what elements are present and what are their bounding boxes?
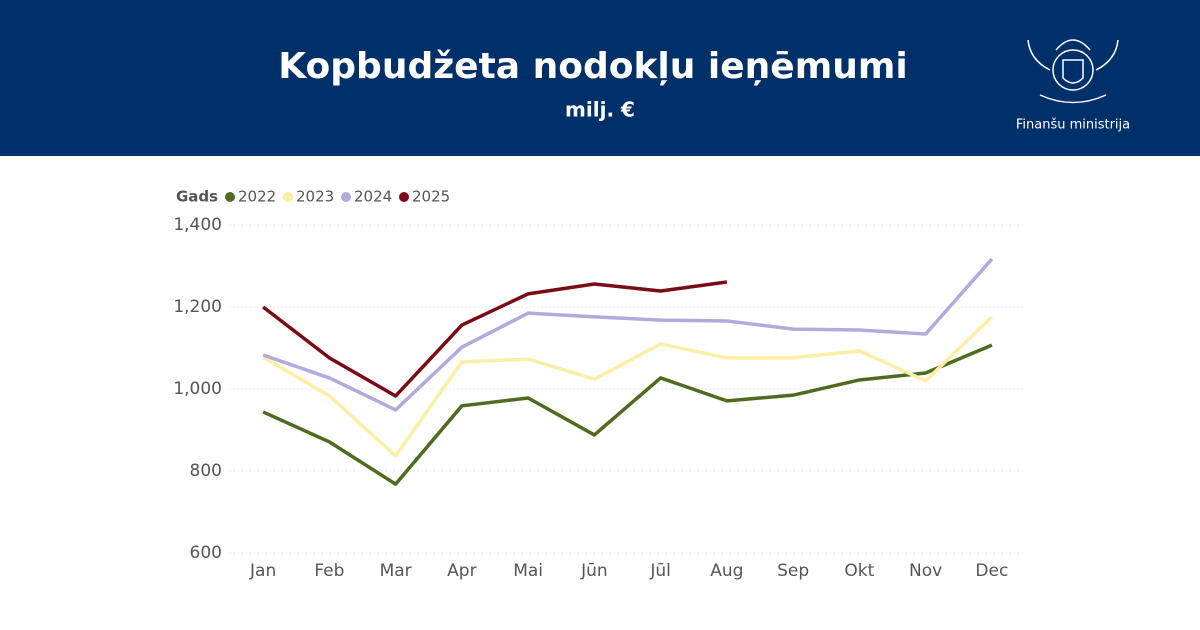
x-tick-label: Aug bbox=[710, 561, 743, 581]
series-line bbox=[262, 343, 993, 486]
legend-marker bbox=[225, 192, 235, 202]
chart-subtitle: milj. € bbox=[565, 98, 635, 122]
x-tick-label: Apr bbox=[447, 561, 476, 581]
series-line bbox=[262, 280, 728, 398]
y-tick-label: 1,200 bbox=[173, 297, 222, 317]
legend-marker bbox=[399, 192, 409, 202]
x-tick-label: Okt bbox=[844, 561, 874, 581]
x-tick-label: Mar bbox=[380, 561, 412, 581]
y-tick-label: 600 bbox=[190, 543, 222, 563]
legend-label: 2022 bbox=[238, 188, 276, 206]
y-tick-label: 1,400 bbox=[173, 215, 222, 235]
x-tick-label: Jūn bbox=[580, 561, 608, 581]
legend-marker bbox=[341, 192, 351, 202]
legend-label: 2024 bbox=[354, 188, 392, 206]
legend-marker bbox=[283, 192, 293, 202]
header bbox=[0, 0, 1200, 156]
series-line bbox=[262, 315, 994, 458]
legend-title: Gads bbox=[176, 188, 218, 206]
chart-title: Kopbudžeta nodokļu ieņēmumi bbox=[278, 46, 907, 87]
organization: Finanšu ministrija bbox=[1016, 118, 1130, 133]
x-tick-label: Nov bbox=[909, 561, 942, 581]
emblem bbox=[1027, 39, 1119, 104]
x-tick-label: Jūl bbox=[649, 561, 671, 581]
x-tick-label: Jan bbox=[249, 561, 276, 581]
x-tick-label: Mai bbox=[513, 561, 543, 581]
y-tick-label: 1,000 bbox=[173, 379, 222, 399]
series-line bbox=[262, 257, 994, 412]
x-tick-label: Feb bbox=[314, 561, 344, 581]
legend-label: 2025 bbox=[412, 188, 450, 206]
legend-label: 2023 bbox=[296, 188, 334, 206]
y-tick-label: 800 bbox=[190, 461, 222, 481]
x-tick-label: Dec bbox=[975, 561, 1008, 581]
x-tick-label: Sep bbox=[777, 561, 809, 581]
